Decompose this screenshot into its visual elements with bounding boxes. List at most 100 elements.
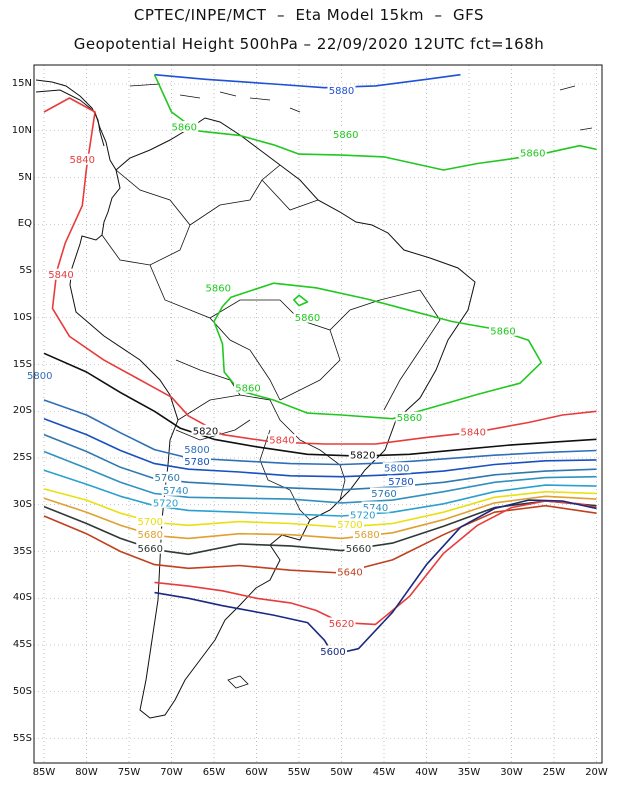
contour-label: 5720 xyxy=(350,510,375,521)
contour-label: 5800 xyxy=(27,371,52,382)
contour-line-5700 xyxy=(43,488,597,529)
contour-label-background xyxy=(395,411,424,423)
contour-label-background xyxy=(518,147,547,159)
contour-label-background xyxy=(136,542,165,554)
contour-label-background xyxy=(161,484,190,496)
contour-line-5880 xyxy=(154,73,461,89)
contour-label: 5800 xyxy=(184,445,209,456)
contour-label: 5840 xyxy=(70,155,95,166)
latitude-tick-label: 10N xyxy=(11,124,32,136)
latitude-tick-label: 30S xyxy=(12,498,32,510)
contour-label-background xyxy=(136,528,165,540)
latitude-tick-label: 40S xyxy=(12,592,32,604)
contour-label: 5860 xyxy=(520,149,545,160)
contour-label-background xyxy=(382,462,411,474)
latitude-tick-label: 35S xyxy=(12,545,32,557)
contour-line-5600 xyxy=(154,499,597,656)
contour-label-background xyxy=(234,381,262,393)
contour-line-5620 xyxy=(154,500,597,626)
chart-title: CPTEC/INPE/MCT – Eta Model 15km – GFS xyxy=(133,6,485,24)
longitude-tick-label: 25W xyxy=(542,767,566,778)
contour-label-background xyxy=(344,542,373,554)
contour-line-5860 xyxy=(293,294,309,307)
contour-line-5740 xyxy=(43,450,597,504)
latitude-tick-label: 50S xyxy=(12,685,32,697)
chart-subtitle: Geopotential Height 500hPa – 22/09/2020 … xyxy=(73,35,545,53)
contour-label: 5620 xyxy=(329,619,354,630)
contour-label: 5680 xyxy=(354,530,379,541)
latitude-tick-label: 10S xyxy=(12,311,32,323)
latitude-tick-label: 15S xyxy=(12,358,32,370)
latitude-tick-label: 45S xyxy=(12,639,32,650)
contour-label: 5660 xyxy=(138,544,163,555)
contour-label: 5840 xyxy=(48,270,73,281)
contour-label-background xyxy=(370,487,398,499)
contour-label: 5860 xyxy=(295,313,320,324)
contour-line-5780 xyxy=(43,417,597,478)
contour-line-5800 xyxy=(43,399,597,466)
contour-label-background xyxy=(183,443,211,455)
contour-line-5820 xyxy=(43,352,597,457)
contour-line-5720 xyxy=(43,469,597,517)
contour-label: 5800 xyxy=(384,464,409,475)
contour-label: 5600 xyxy=(320,647,345,658)
contour-label-background xyxy=(331,128,360,140)
contour-label: 5820 xyxy=(350,451,375,462)
contour-label-background xyxy=(47,268,75,280)
longitude-tick-label: 40W xyxy=(415,767,438,778)
contour-label-background xyxy=(348,508,377,520)
continent-outline xyxy=(35,89,476,719)
contour-label-background xyxy=(204,281,233,293)
contour-label-background xyxy=(489,324,517,336)
contour-label-background xyxy=(319,645,347,657)
contour-label: 5640 xyxy=(337,568,362,579)
latitude-tick-label: 55S xyxy=(12,732,32,744)
longitude-tick-label: 30W xyxy=(500,767,523,778)
contour-label: 5860 xyxy=(490,326,515,337)
contour-line-5860 xyxy=(213,282,543,420)
contour-label: 5860 xyxy=(333,130,358,141)
contour-label-background xyxy=(136,515,165,527)
coastlines-borders xyxy=(35,79,593,719)
longitude-tick-label: 65W xyxy=(202,767,226,778)
contour-label-background xyxy=(353,528,381,540)
contour-label: 5740 xyxy=(363,503,388,514)
contour-label-background xyxy=(348,449,377,461)
contour-label: 5760 xyxy=(371,489,396,500)
latitude-tick-label: 5S xyxy=(19,265,32,276)
contour-label: 5780 xyxy=(184,457,209,468)
contour-label: 5720 xyxy=(153,498,178,509)
contour-label: 5840 xyxy=(269,436,294,447)
contour-label: 5780 xyxy=(388,477,413,488)
contour-label-background xyxy=(268,434,296,446)
contour-label-background xyxy=(327,617,356,629)
longitude-tick-label: 70W xyxy=(160,767,183,778)
longitude-tick-label: 85W xyxy=(32,767,56,778)
contour-line-5760 xyxy=(43,433,597,491)
contour-label-background xyxy=(25,369,54,381)
contour-label: 5700 xyxy=(138,517,163,528)
contour-label: 5880 xyxy=(329,86,354,97)
longitude-tick-label: 20W xyxy=(585,767,608,778)
contour-label-background xyxy=(361,501,390,513)
map-frame xyxy=(33,64,603,764)
contour-label: 5860 xyxy=(206,283,231,294)
contour-label-background xyxy=(327,84,356,96)
contour-label-background xyxy=(183,455,211,467)
latitude-tick-label: 5N xyxy=(18,171,32,183)
contour-label-background xyxy=(293,311,322,323)
longitude-tick-label: 75W xyxy=(117,767,141,778)
contour-label-background xyxy=(387,475,415,487)
longitude-tick-label: 50W xyxy=(330,767,353,778)
contour-label: 5860 xyxy=(172,122,197,133)
longitude-tick-label: 60W xyxy=(245,767,268,778)
latitude-tick-label: 15N xyxy=(11,78,32,89)
caribbean-islands xyxy=(129,83,593,131)
contour-label: 5660 xyxy=(346,544,371,555)
longitude-tick-label: 55W xyxy=(287,767,311,778)
contour-label-background xyxy=(151,496,180,508)
contour-label: 5860 xyxy=(397,413,422,424)
contour-line-5640 xyxy=(43,504,597,574)
longitude-tick-label: 35W xyxy=(457,767,481,778)
